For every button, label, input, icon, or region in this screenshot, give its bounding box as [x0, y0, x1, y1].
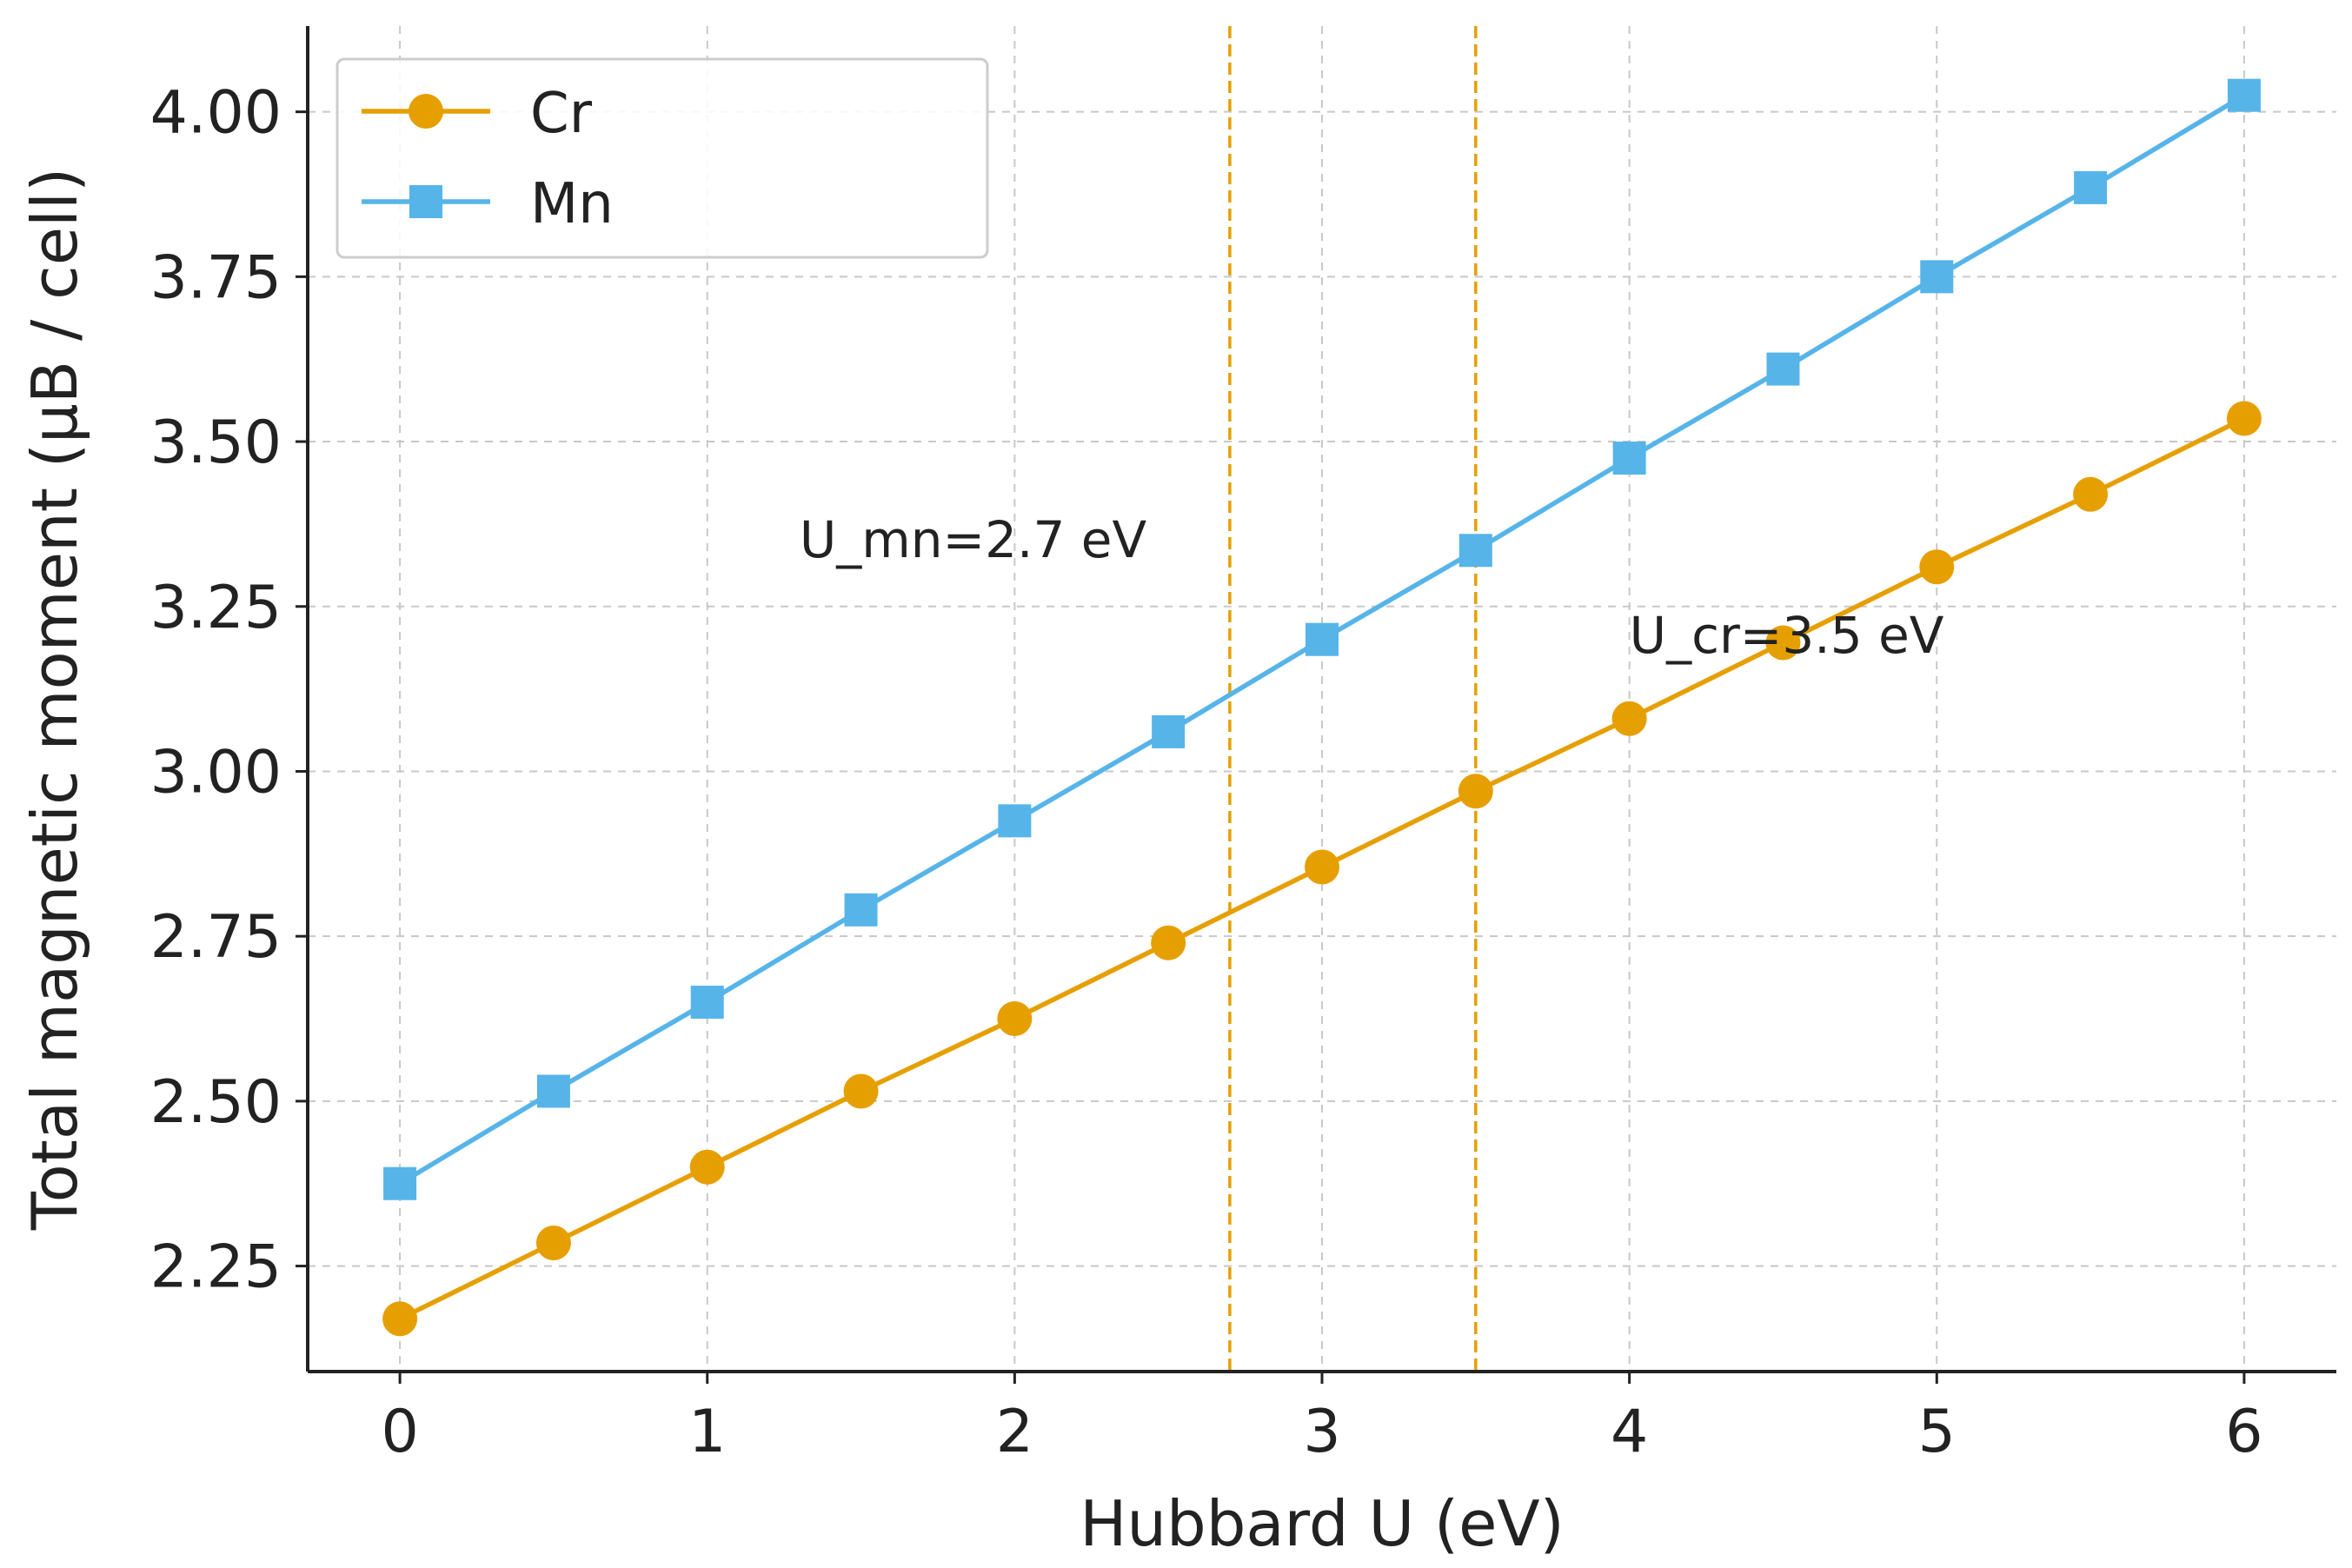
data-series [382, 78, 2262, 1337]
legend-label-mn: Mn [530, 172, 614, 236]
x-axis-label: Hubbard U (eV) [1080, 1487, 1565, 1560]
data-point-cr [1919, 549, 1955, 585]
legend-marker-cr [409, 94, 443, 129]
data-point-cr [1765, 625, 1801, 661]
y-axis-label: Total magnetic moment (μB / cell) [18, 168, 91, 1231]
data-point-mn [1920, 260, 1954, 294]
grid-lines [308, 26, 2336, 1372]
data-point-mn [1306, 622, 1339, 656]
data-point-mn [2074, 170, 2108, 204]
data-point-mn [1458, 534, 1492, 568]
x-tick-label: 1 [688, 1398, 726, 1466]
data-point-cr [1611, 701, 1647, 736]
data-point-cr [997, 1001, 1033, 1037]
data-point-cr [1458, 774, 1493, 809]
y-tick-label: 4.00 [150, 79, 282, 148]
data-point-cr [843, 1073, 879, 1109]
legend-label-cr: Cr [530, 82, 593, 146]
x-tick-label: 3 [1303, 1398, 1340, 1466]
reference-lines [1228, 26, 1478, 1372]
data-point-mn [998, 804, 1032, 838]
data-point-cr [2226, 401, 2262, 436]
data-point-mn [536, 1074, 570, 1108]
annotations: U_mn=2.7 eV U_cr=3.5 eV [800, 510, 1944, 665]
data-point-cr [2073, 476, 2109, 512]
y-tick-label: 2.75 [150, 903, 282, 972]
y-tick-label: 3.75 [150, 243, 282, 312]
x-tick-label: 2 [996, 1398, 1033, 1466]
data-point-cr [535, 1226, 571, 1261]
data-point-mn [690, 986, 724, 1020]
y-tick-label: 2.25 [150, 1233, 282, 1302]
legend: Cr Mn [336, 57, 989, 259]
data-point-cr [1305, 849, 1339, 885]
x-tick-label: 0 [381, 1398, 418, 1466]
data-point-mn [1612, 442, 1646, 475]
data-point-mn [2227, 78, 2261, 112]
y-tick-label: 3.00 [150, 738, 282, 807]
data-point-mn [1152, 714, 1186, 748]
annotation-label: U_cr=3.5 eV [1630, 606, 1944, 665]
data-point-mn [844, 893, 878, 927]
data-point-cr [382, 1301, 418, 1337]
y-tick-label: 2.50 [150, 1068, 282, 1137]
data-point-mn [1766, 352, 1800, 386]
legend-box [336, 57, 989, 259]
y-tick-label: 3.25 [150, 574, 282, 642]
data-point-cr [1151, 925, 1186, 960]
x-tick-label: 6 [2225, 1398, 2262, 1466]
x-tick-label: 4 [1611, 1398, 1648, 1466]
x-tick-label: 5 [1918, 1398, 1956, 1466]
data-point-cr [689, 1149, 725, 1185]
annotation-label: U_mn=2.7 eV [800, 510, 1147, 569]
legend-marker-mn [409, 185, 442, 218]
axes: 0 1 2 3 4 5 6 2.25 2.50 2.75 3.00 3.25 3.50 3.75 4.00 H… [18, 26, 2336, 1560]
y-tick-label: 3.50 [150, 409, 282, 477]
data-point-mn [383, 1166, 417, 1200]
